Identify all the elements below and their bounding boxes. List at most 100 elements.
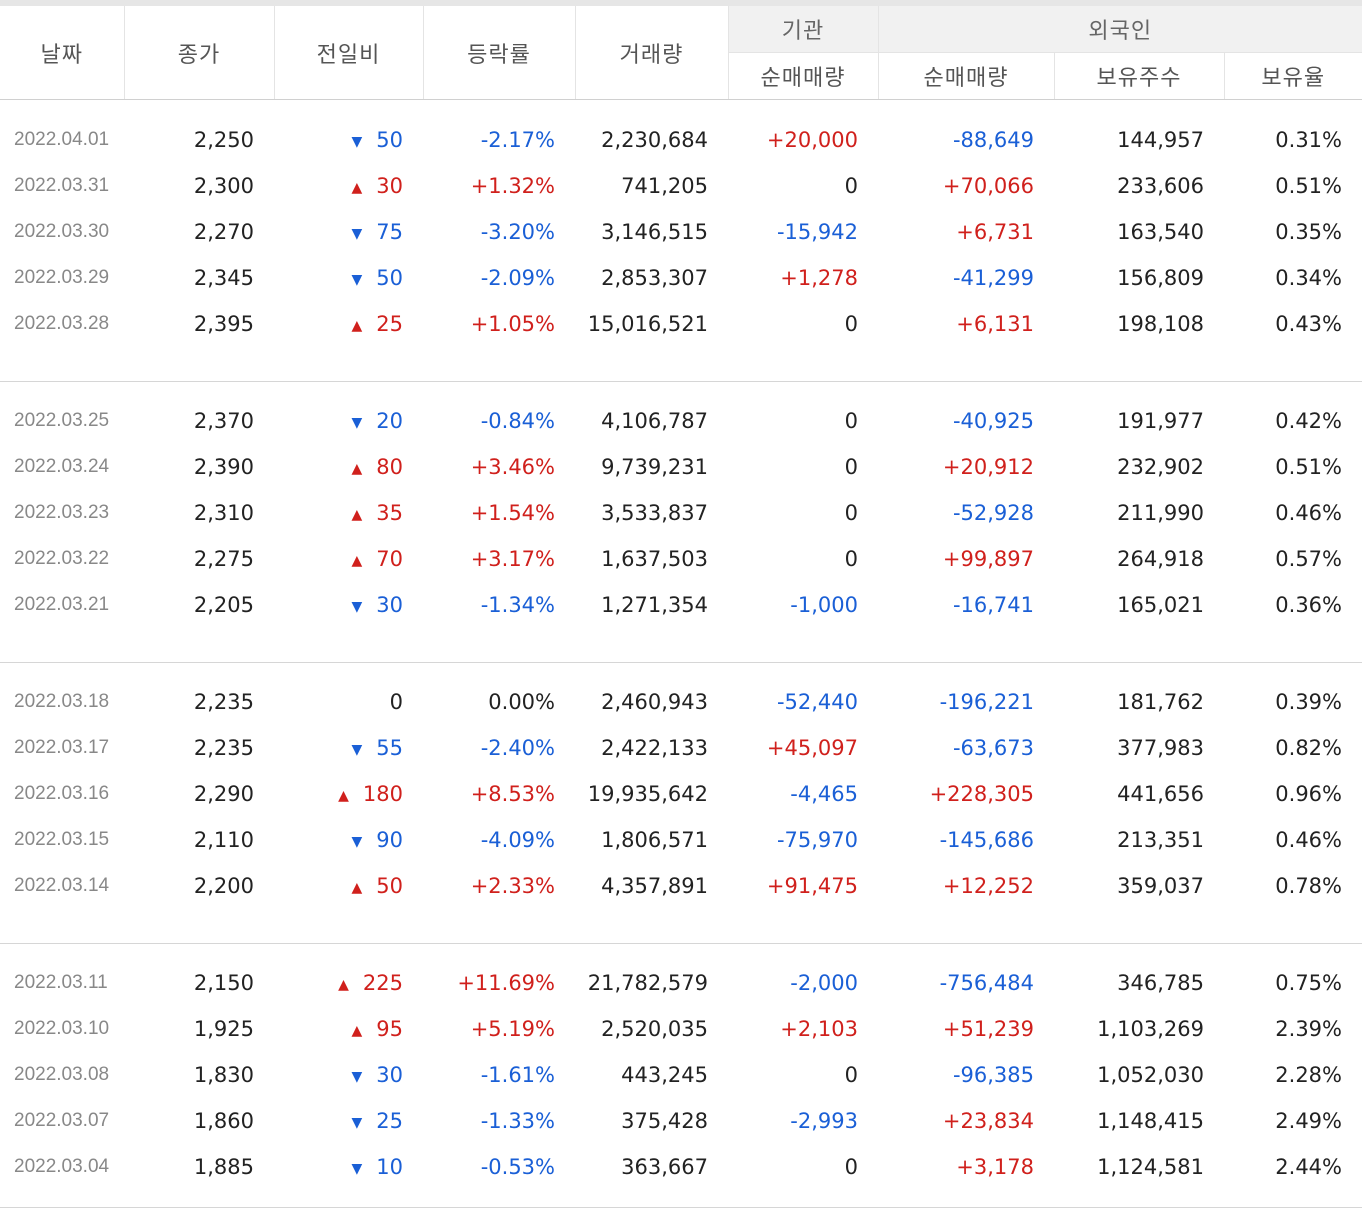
foreign-ratio-cell-value: 0.39% xyxy=(1275,690,1342,714)
foreign-ratio-cell-value: 0.75% xyxy=(1275,971,1342,995)
volume-cell-value: 2,422,133 xyxy=(601,736,708,760)
rate-cell: -1.33% xyxy=(423,1098,575,1144)
close-cell: 2,110 xyxy=(124,817,274,863)
institution-net-cell-value: +91,475 xyxy=(766,874,858,898)
foreign-net-cell-value: +6,131 xyxy=(956,312,1034,336)
row-spacer xyxy=(0,628,1362,663)
foreign-net-cell: -196,221 xyxy=(878,679,1054,725)
close-cell: 2,250 xyxy=(124,117,274,163)
close-cell-value: 2,235 xyxy=(193,690,254,714)
foreign-ratio-cell-value: 0.46% xyxy=(1275,828,1342,852)
institution-net-cell-value: 0 xyxy=(844,1063,858,1087)
table-row: 2022.03.25 2,370 ▼ 20 -0.84% 4,106,787 0 -40,92… xyxy=(0,398,1362,444)
close-cell-value: 1,860 xyxy=(193,1109,254,1133)
institution-net-cell: -75,970 xyxy=(728,817,878,863)
triangle-down-icon: ▼ xyxy=(351,1161,363,1177)
rate-cell-value: -1.33% xyxy=(480,1109,555,1133)
foreign-holdings-cell: 144,957 xyxy=(1054,117,1224,163)
triangle-down-icon: ▼ xyxy=(351,599,363,615)
header-close: 종가 xyxy=(124,6,275,100)
close-cell: 1,860 xyxy=(124,1098,274,1144)
foreign-holdings-cell-value: 359,037 xyxy=(1117,874,1204,898)
foreign-holdings-cell-value: 144,957 xyxy=(1117,128,1204,152)
close-cell: 1,885 xyxy=(124,1144,274,1190)
foreign-ratio-cell-value: 0.36% xyxy=(1275,593,1342,617)
diff-cell-value: 75 xyxy=(376,220,403,244)
table-row: 2022.03.17 2,235 ▼ 55 -2.40% 2,422,133 +45,097… xyxy=(0,725,1362,771)
rate-cell: -3.20% xyxy=(423,209,575,255)
institution-net-cell: +2,103 xyxy=(728,1006,878,1052)
volume-cell: 21,782,579 xyxy=(575,960,728,1006)
volume-cell: 2,422,133 xyxy=(575,725,728,771)
row-spacer xyxy=(0,944,1362,961)
header-foreign-net: 순매매량 xyxy=(878,52,1055,100)
triangle-up-icon: ▲ xyxy=(351,461,363,477)
foreign-holdings-cell-value: 1,124,581 xyxy=(1097,1155,1204,1179)
close-cell-value: 2,310 xyxy=(193,501,254,525)
table-row: 2022.03.08 1,830 ▼ 30 -1.61% 443,245 0 -96,385 1… xyxy=(0,1052,1362,1098)
rate-cell: +5.19% xyxy=(423,1006,575,1052)
foreign-holdings-cell-value: 165,021 xyxy=(1117,593,1204,617)
date-cell-value: 2022.03.08 xyxy=(14,1064,110,1085)
institution-net-cell: -1,000 xyxy=(728,582,878,628)
rate-cell: -2.17% xyxy=(423,117,575,163)
institution-net-cell-value: 0 xyxy=(844,312,858,336)
foreign-holdings-cell: 232,902 xyxy=(1054,444,1224,490)
triangle-up-icon: ▲ xyxy=(338,788,349,804)
spacer-cell xyxy=(0,382,1362,399)
foreign-ratio-cell: 0.96% xyxy=(1224,771,1362,817)
date-cell: 2022.03.11 xyxy=(0,960,124,1006)
table-row: 2022.03.07 1,860 ▼ 25 -1.33% 375,428 -2,993 +23… xyxy=(0,1098,1362,1144)
institution-net-cell-value: 0 xyxy=(844,1155,858,1179)
date-cell-value: 2022.03.23 xyxy=(14,502,110,523)
date-cell-value: 2022.03.31 xyxy=(14,175,110,196)
date-cell-value: 2022.03.04 xyxy=(14,1156,110,1177)
diff-cell: ▼ 30 xyxy=(274,582,423,628)
volume-cell: 2,520,035 xyxy=(575,1006,728,1052)
date-cell-value: 2022.03.10 xyxy=(14,1018,110,1039)
rate-cell-value: +1.54% xyxy=(470,501,555,525)
foreign-ratio-cell: 0.42% xyxy=(1224,398,1362,444)
volume-cell: 4,357,891 xyxy=(575,863,728,909)
foreign-holdings-cell-value: 232,902 xyxy=(1117,455,1204,479)
diff-cell: ▼ 30 xyxy=(274,1052,423,1098)
diff-cell-value: 50 xyxy=(376,128,403,152)
diff-cell: ▼ 75 xyxy=(274,209,423,255)
foreign-net-cell-value: +70,066 xyxy=(942,174,1034,198)
volume-cell: 3,146,515 xyxy=(575,209,728,255)
close-cell-value: 2,395 xyxy=(193,312,254,336)
institution-net-cell: 0 xyxy=(728,1052,878,1098)
foreign-holdings-cell: 1,103,269 xyxy=(1054,1006,1224,1052)
rate-cell-value: -3.20% xyxy=(480,220,555,244)
foreign-holdings-cell-value: 1,103,269 xyxy=(1097,1017,1204,1041)
close-cell: 2,300 xyxy=(124,163,274,209)
foreign-ratio-cell-value: 0.78% xyxy=(1275,874,1342,898)
foreign-ratio-cell-value: 2.39% xyxy=(1275,1017,1342,1041)
table-row: 2022.03.04 1,885 ▼ 10 -0.53% 363,667 0 +3,178 1,… xyxy=(0,1144,1362,1190)
diff-cell: ▲ 25 xyxy=(274,301,423,347)
diff-cell-value: 10 xyxy=(376,1155,403,1179)
diff-cell-value: 25 xyxy=(376,312,403,336)
institution-net-cell-value: -2,000 xyxy=(790,971,858,995)
table-row: 2022.03.18 2,235 0 0.00% 2,460,943 -52,440 -19… xyxy=(0,679,1362,725)
foreign-ratio-cell: 0.75% xyxy=(1224,960,1362,1006)
date-cell: 2022.03.08 xyxy=(0,1052,124,1098)
rate-cell: -2.40% xyxy=(423,725,575,771)
foreign-net-cell-value: +6,731 xyxy=(956,220,1034,244)
foreign-net-cell-value: -756,484 xyxy=(939,971,1034,995)
volume-cell-value: 375,428 xyxy=(621,1109,708,1133)
table-row: 2022.03.22 2,275 ▲ 70 +3.17% 1,637,503 0 +99,89… xyxy=(0,536,1362,582)
foreign-net-cell-value: +12,252 xyxy=(942,874,1034,898)
table-row: 2022.03.30 2,270 ▼ 75 -3.20% 3,146,515 -15,942… xyxy=(0,209,1362,255)
volume-cell: 9,739,231 xyxy=(575,444,728,490)
foreign-ratio-cell: 2.44% xyxy=(1224,1144,1362,1190)
volume-cell-value: 19,935,642 xyxy=(587,782,708,806)
foreign-holdings-cell-value: 211,990 xyxy=(1117,501,1204,525)
date-cell: 2022.03.04 xyxy=(0,1144,124,1190)
row-spacer xyxy=(0,663,1362,680)
diff-cell-value: 90 xyxy=(376,828,403,852)
diff-cell: ▲ 70 xyxy=(274,536,423,582)
close-cell-value: 2,250 xyxy=(193,128,254,152)
foreign-holdings-cell: 213,351 xyxy=(1054,817,1224,863)
table-row: 2022.03.21 2,205 ▼ 30 -1.34% 1,271,354 -1,000 -… xyxy=(0,582,1362,628)
